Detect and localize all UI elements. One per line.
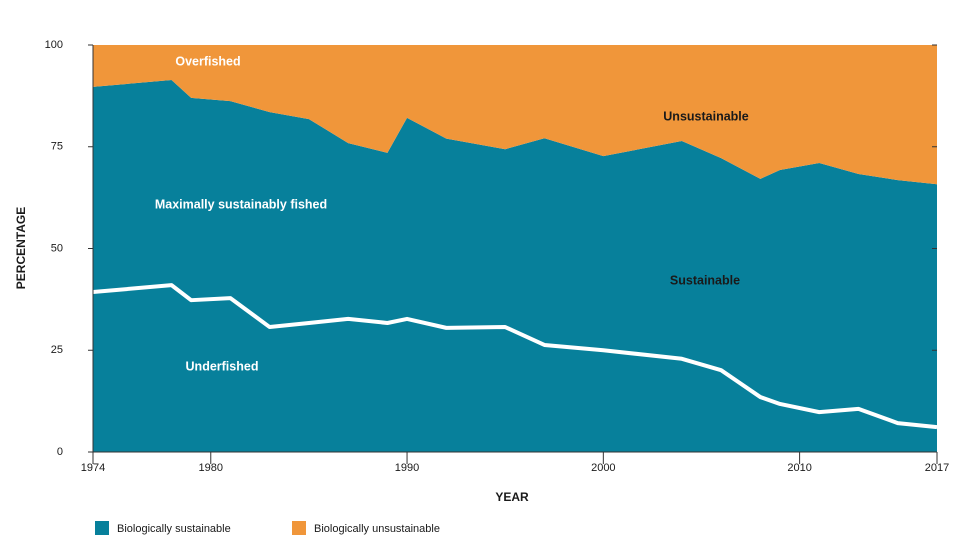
- y-tick-label: 25: [51, 344, 63, 356]
- x-tick-label: 2000: [591, 462, 615, 474]
- annotation: Sustainable: [670, 273, 740, 287]
- legend-label: Biologically sustainable: [117, 523, 231, 535]
- annotation: Overfished: [175, 54, 240, 68]
- area: [93, 45, 937, 185]
- y-tick-label: 50: [51, 242, 63, 254]
- y-tick-label: 100: [45, 39, 63, 51]
- x-tick-label: 2010: [787, 462, 811, 474]
- line-label: Underfished: [186, 359, 259, 373]
- y-axis-title: PERCENTAGE: [14, 207, 28, 289]
- x-tick-label: 1990: [395, 462, 419, 474]
- annotation: Unsustainable: [663, 109, 748, 123]
- x-tick-label: 2017: [925, 462, 949, 474]
- x-tick-label: 1974: [81, 462, 105, 474]
- area: [93, 80, 937, 452]
- y-tick-label: 75: [51, 141, 63, 153]
- y-tick-label: 0: [57, 446, 63, 458]
- legend-swatch: [95, 521, 109, 535]
- x-tick-label: 1980: [199, 462, 223, 474]
- x-axis-title: YEAR: [495, 490, 529, 504]
- annotation: Maximally sustainably fished: [155, 197, 327, 211]
- legend-swatch: [292, 521, 306, 535]
- legend-label: Biologically unsustainable: [314, 523, 440, 535]
- line: [92, 283, 938, 430]
